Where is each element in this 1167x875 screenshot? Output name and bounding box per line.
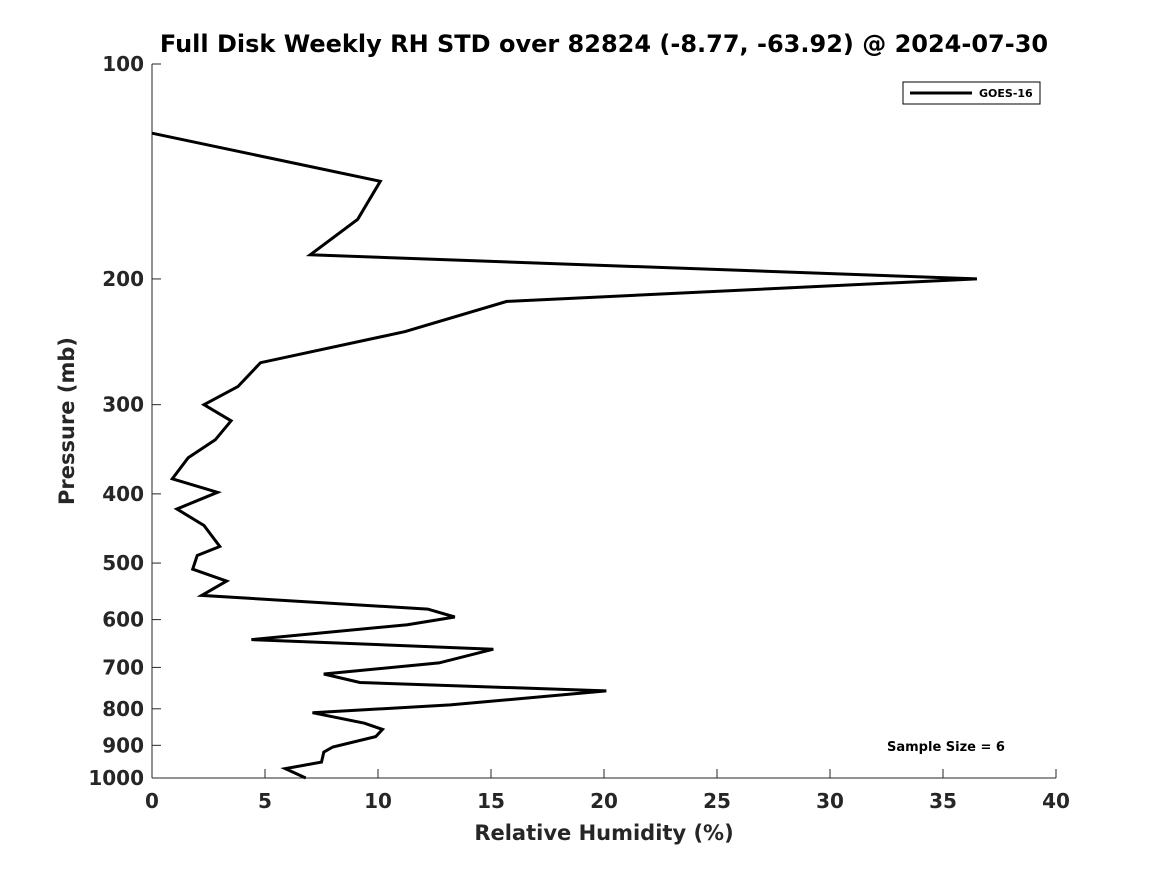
x-tick-label: 40 — [1042, 789, 1070, 813]
x-tick-label: 35 — [929, 789, 957, 813]
x-tick-label: 0 — [145, 789, 159, 813]
y-tick-label: 500 — [102, 551, 144, 575]
y-tick-label: 700 — [102, 655, 144, 679]
series-layer — [151, 131, 977, 780]
sample-size-annotation: Sample Size = 6 — [887, 740, 1005, 755]
y-tick-label: 800 — [102, 697, 144, 721]
legend: GOES-16 — [902, 81, 1041, 105]
plot-axes — [151, 64, 1056, 779]
x-tick-label: 30 — [816, 789, 844, 813]
y-axis-ticks: 100 200 300 400 500 600 700 800 900 1000 — [88, 52, 161, 790]
x-tick-label: 5 — [258, 789, 272, 813]
y-tick-label: 200 — [102, 267, 144, 291]
x-tick-label: 10 — [364, 789, 392, 813]
x-axis-ticks: 0 5 10 15 20 25 30 35 40 — [145, 769, 1070, 813]
y-tick-label: 600 — [102, 608, 144, 632]
y-tick-label: 900 — [102, 733, 144, 757]
y-tick-label: 400 — [102, 482, 144, 506]
legend-label-goes-16: GOES-16 — [979, 87, 1033, 100]
y-tick-label: 300 — [102, 393, 144, 417]
series-line-goes-16 — [151, 131, 977, 780]
x-tick-label: 20 — [590, 789, 618, 813]
y-tick-label: 1000 — [88, 766, 144, 790]
chart-title: Full Disk Weekly RH STD over 82824 (-8.7… — [160, 30, 1048, 58]
x-tick-label: 25 — [703, 789, 731, 813]
x-axis-label: Relative Humidity (%) — [474, 821, 733, 845]
y-tick-label: 100 — [102, 52, 144, 76]
x-tick-label: 15 — [477, 789, 505, 813]
y-axis-label: Pressure (mb) — [55, 337, 79, 505]
